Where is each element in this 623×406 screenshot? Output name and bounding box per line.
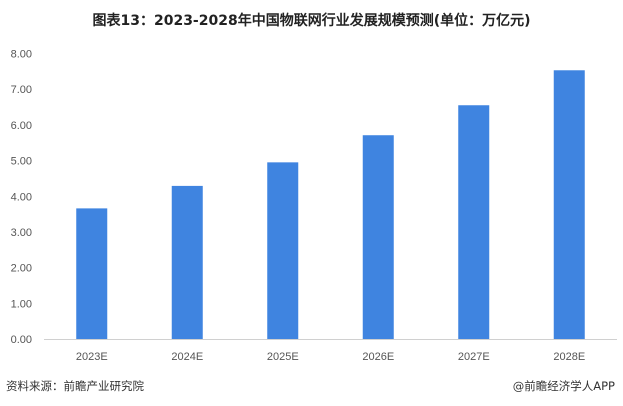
y-tick-label: 6.00	[11, 120, 32, 132]
bar-2027E	[458, 105, 490, 339]
bar-chart: 0.00 1.00 2.00 3.00 4.00 5.00 6.00 7.00 8.00 2023…	[11, 49, 617, 363]
y-tick-label: 5.00	[11, 156, 32, 168]
y-tick-label: 8.00	[11, 49, 32, 61]
y-tick-label: 0.00	[11, 334, 32, 346]
y-tick-label: 4.00	[11, 191, 32, 203]
y-tick-label: 3.00	[11, 227, 32, 239]
x-tick-label: 2026E	[362, 351, 394, 363]
y-tick-label: 2.00	[11, 263, 32, 275]
brand-credit: @前瞻经济学人APP	[512, 379, 615, 393]
bar-2025E	[267, 162, 299, 339]
bar-2028E	[553, 70, 585, 339]
chart-title: 图表13：2023-2028年中国物联网行业发展规模预测(单位：万亿元)	[92, 13, 531, 29]
x-tick-label: 2023E	[76, 351, 108, 363]
bar-2026E	[362, 135, 394, 339]
x-tick-label: 2027E	[458, 351, 490, 363]
bar-2023E	[76, 208, 108, 339]
y-tick-label: 7.00	[11, 84, 32, 96]
x-tick-label: 2024E	[171, 351, 203, 363]
y-tick-label: 1.00	[11, 298, 32, 310]
x-tick-label: 2025E	[267, 351, 299, 363]
source-note: 资料来源：前瞻产业研究院	[6, 379, 144, 393]
bar-2024E	[171, 185, 203, 339]
x-tick-label: 2028E	[553, 351, 585, 363]
